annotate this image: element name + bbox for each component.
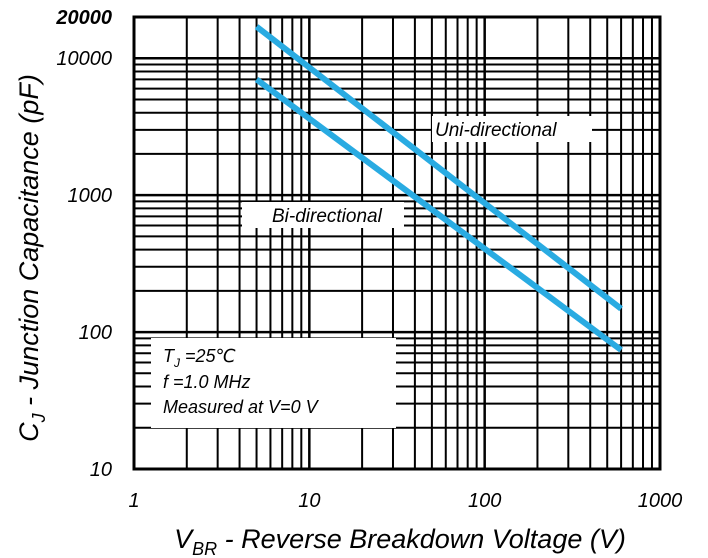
x-tick-labels: 1 10 100 1000 bbox=[128, 490, 682, 512]
y-tick-label: 1000 bbox=[68, 185, 113, 207]
uni-label-box bbox=[432, 116, 592, 142]
x-tick-label: 100 bbox=[468, 490, 501, 512]
bi-label-box bbox=[242, 202, 404, 228]
x-tick-label: 1 bbox=[128, 490, 139, 512]
series-lines bbox=[254, 24, 623, 353]
y-tick-label: 10 bbox=[90, 459, 112, 481]
y-tick-label: 10000 bbox=[56, 48, 112, 70]
y-axis-label: CJ - Junction Capacitance (pF) bbox=[14, 74, 49, 442]
conditions-annotation: TJ =25℃ f =1.0 MHz Measured at V=0 V bbox=[163, 346, 320, 417]
temperature-annotation: TJ =25℃ bbox=[163, 346, 236, 370]
series-label-uni: Uni-directional bbox=[435, 120, 557, 141]
series-bi-directional-line bbox=[254, 77, 623, 353]
y-axis-label-symbol: C bbox=[14, 422, 44, 442]
measurement-annotation: Measured at V=0 V bbox=[163, 397, 320, 417]
x-axis-label-subscript: BR bbox=[192, 539, 217, 558]
y-axis-label-subscript: J bbox=[29, 412, 49, 423]
series-uni-directional-line bbox=[254, 24, 623, 312]
label-boxes bbox=[151, 116, 592, 428]
x-tick-label: 1000 bbox=[638, 490, 683, 512]
temperature-symbol: T bbox=[163, 346, 176, 366]
y-tick-labels: 10 100 1000 10000 20000 bbox=[55, 7, 112, 481]
x-axis-label-symbol: V bbox=[174, 524, 195, 554]
series-label-bi: Bi-directional bbox=[272, 206, 383, 227]
y-tick-label: 100 bbox=[79, 322, 112, 344]
frequency-annotation: f =1.0 MHz bbox=[163, 372, 251, 392]
plot-frame bbox=[132, 15, 662, 471]
y-tick-label: 20000 bbox=[55, 7, 112, 29]
temperature-subscript: J bbox=[173, 356, 181, 370]
x-axis-label: VBR - Reverse Breakdown Voltage (V) bbox=[174, 524, 626, 558]
temperature-value: =25℃ bbox=[180, 346, 236, 366]
conditions-box bbox=[151, 338, 396, 428]
y-axis-label-text: - Junction Capacitance (pF) bbox=[14, 74, 44, 413]
x-axis-label-text: - Reverse Breakdown Voltage (V) bbox=[217, 524, 626, 554]
x-tick-label: 10 bbox=[298, 490, 320, 512]
